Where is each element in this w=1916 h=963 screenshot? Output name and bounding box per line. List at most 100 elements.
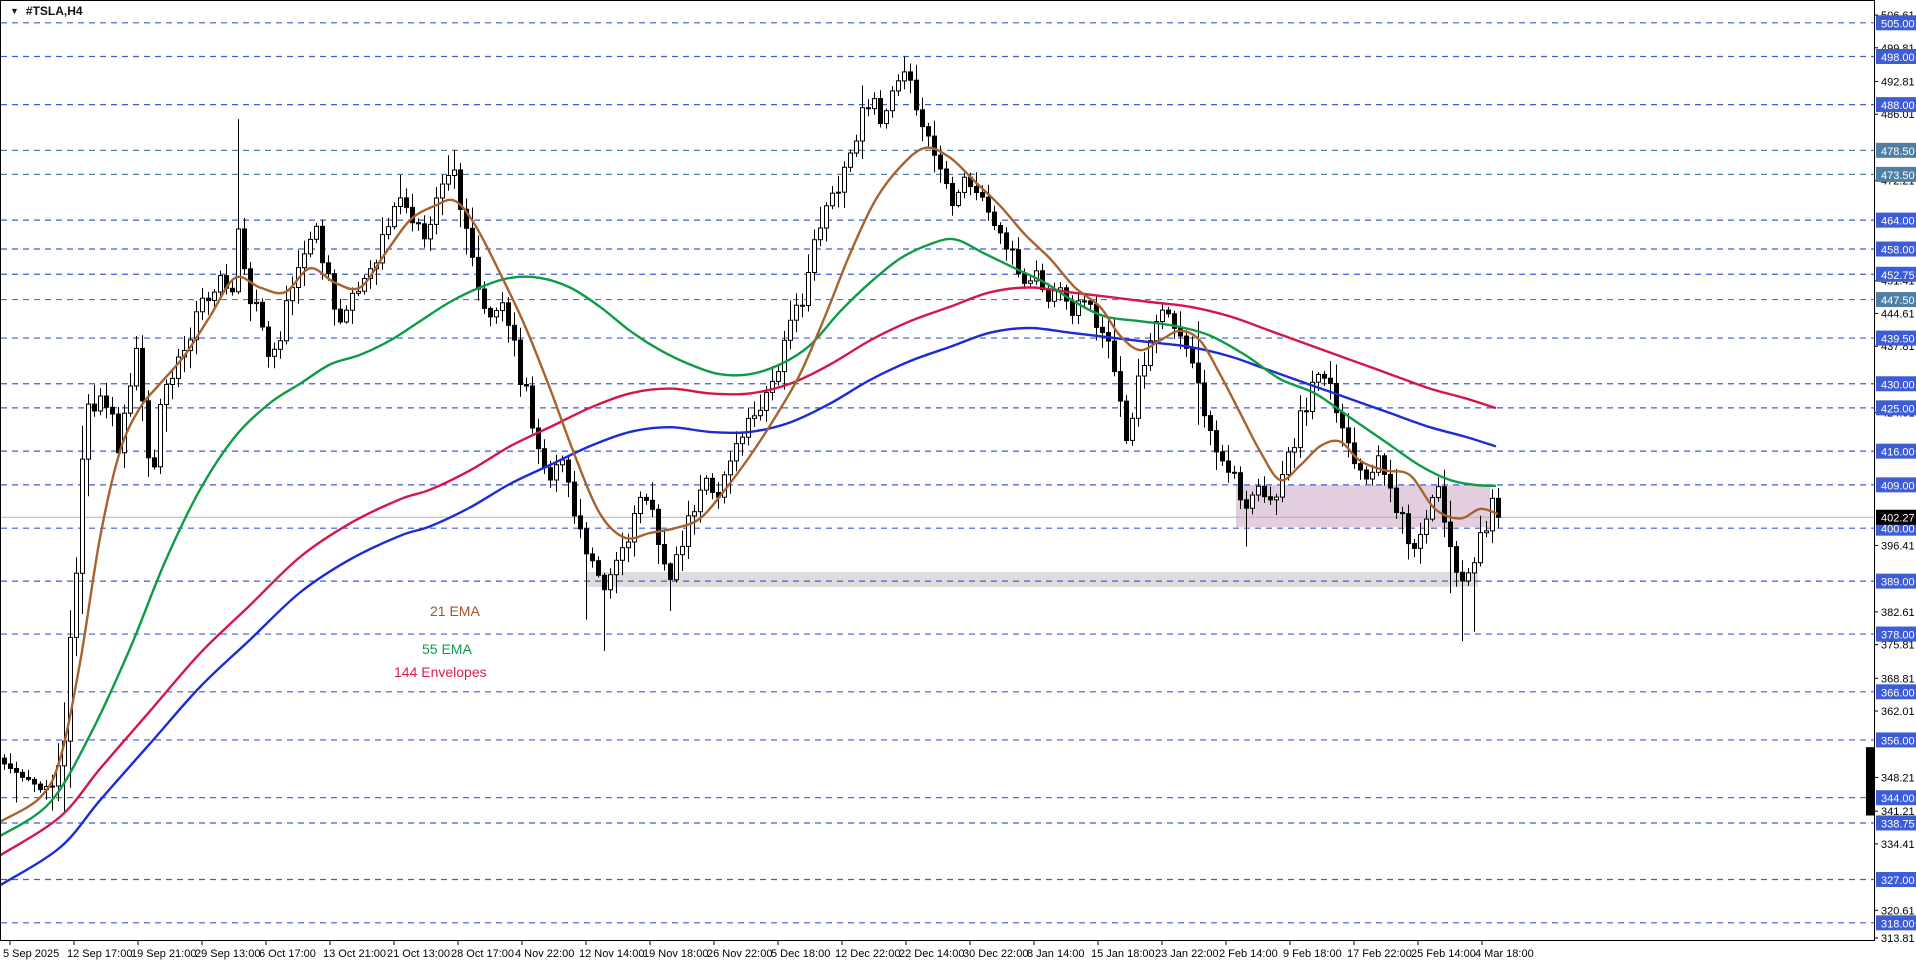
candle-body [512, 324, 517, 341]
candle-body [824, 205, 829, 229]
candle-body [1196, 362, 1201, 384]
price-axis-tick: 375.81 [1881, 640, 1915, 652]
candle-body [1328, 377, 1333, 385]
candle-body [1124, 400, 1129, 442]
candle-body [1010, 248, 1015, 251]
candle-body [1316, 373, 1321, 383]
candle-body [680, 545, 685, 556]
candle-body [686, 515, 691, 547]
candle-body [1220, 451, 1225, 462]
candle-body [842, 166, 847, 193]
candle-body [1286, 451, 1291, 476]
candle-body [758, 409, 763, 417]
candle-body [32, 778, 37, 785]
price-axis-tick: 334.41 [1881, 839, 1915, 851]
candle-body [800, 304, 805, 307]
candle-body [614, 559, 619, 576]
candle-body [782, 339, 787, 373]
candle-body [176, 356, 181, 379]
candle-body [692, 511, 697, 517]
legend-ema55-label: 55 EMA [422, 641, 472, 657]
envelope-upper-line [0, 286, 1497, 857]
candle-body [260, 301, 265, 328]
candle-body [998, 225, 1003, 234]
price-level-badge-text: 409.00 [1881, 480, 1915, 492]
time-axis-label: 5 Sep 2025 [3, 948, 59, 960]
price-level-badge-text: 327.00 [1881, 875, 1915, 887]
time-axis-label: 22 Dec 14:00 [899, 948, 964, 960]
candle-body [1466, 572, 1471, 582]
candle-body [872, 98, 877, 110]
candle-body [656, 508, 661, 545]
candle-body [590, 553, 595, 562]
price-level-badge [1876, 142, 1916, 158]
candle-body [476, 256, 481, 290]
symbol-selector[interactable]: ▼ #TSLA,H4 [10, 4, 83, 18]
candle-body [980, 192, 985, 198]
price-level-badge-text: 416.00 [1881, 447, 1915, 459]
candle-body [242, 228, 247, 270]
candle-body [1244, 499, 1249, 509]
candle-body [1148, 340, 1153, 367]
candle-body [860, 107, 865, 142]
candle-body [926, 126, 931, 137]
candle-body [1088, 300, 1093, 305]
candle-body [662, 544, 667, 565]
candle-body [578, 515, 583, 530]
candle-body [572, 481, 577, 517]
price-level-badge [1876, 15, 1916, 31]
candle-body [1190, 347, 1195, 364]
candle-body [704, 477, 709, 491]
candle-body [80, 458, 85, 574]
price-level-badge [1876, 790, 1916, 806]
candle-body [236, 228, 241, 293]
candle-body [644, 496, 649, 501]
candle-body [962, 176, 967, 193]
candle-body [974, 186, 979, 193]
candle-body [632, 513, 637, 543]
candle-body [734, 443, 739, 462]
candle-body [1310, 381, 1315, 412]
price-axis-tick: 320.61 [1881, 905, 1915, 917]
candle-body [1232, 471, 1237, 474]
candle-body [74, 572, 79, 638]
support-zone-box [587, 571, 1478, 587]
time-axis-label: 29 Sep 13:00 [195, 948, 260, 960]
candle-body [848, 152, 853, 168]
candle-body [1490, 497, 1495, 532]
price-axis-tick: 362.01 [1881, 706, 1915, 718]
time-axis-label: 13 Oct 21:00 [323, 948, 386, 960]
candle-body [380, 234, 385, 264]
candle-body [602, 574, 607, 591]
time-axis-label: 5 Dec 18:00 [771, 948, 830, 960]
price-axis-tick: 313.81 [1881, 933, 1915, 945]
candle-body [584, 528, 589, 555]
candle-body [956, 191, 961, 206]
candle-body [392, 206, 397, 228]
candle-body [674, 554, 679, 581]
candle-body [1250, 494, 1255, 509]
candle-body [1004, 232, 1009, 250]
candle-body [1322, 373, 1327, 379]
candle-body [254, 301, 259, 305]
price-level-badge-text: 488.00 [1881, 100, 1915, 112]
time-axis-label: 30 Dec 22:00 [963, 948, 1028, 960]
candle-body [1160, 309, 1165, 323]
candle-body [458, 169, 463, 210]
candle-body [1406, 513, 1411, 545]
price-level-badge-text: 447.50 [1881, 295, 1915, 307]
candle-body [1346, 427, 1351, 444]
price-level-badge-text: 389.00 [1881, 577, 1915, 589]
price-level-badge-text: 439.50 [1881, 334, 1915, 346]
candle-body [728, 460, 733, 476]
candle-body [1364, 469, 1369, 480]
price-level-badge [1876, 915, 1916, 931]
price-level-badge [1876, 815, 1916, 831]
candle-body [920, 109, 925, 128]
candle-body [104, 395, 109, 408]
candle-body [608, 574, 613, 591]
candle-body [1172, 313, 1177, 329]
candle-body [128, 385, 133, 414]
candle-body [626, 541, 631, 549]
